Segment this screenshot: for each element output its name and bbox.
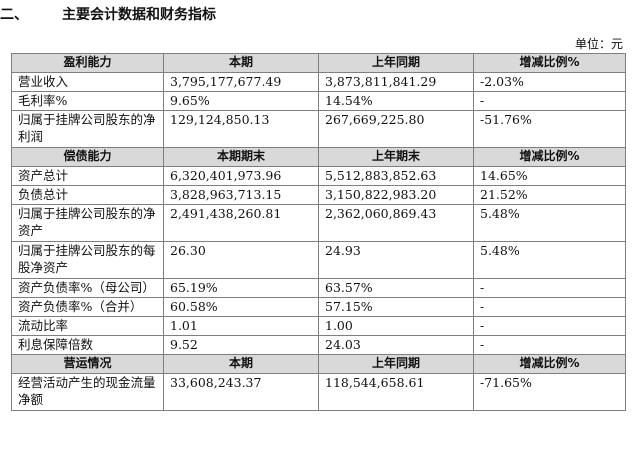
cell-metric: 负债总计 (11, 185, 164, 205)
cell-current: 65.19% (163, 278, 319, 298)
cell-previous: 1.00 (318, 316, 474, 336)
cell-metric: 流动比率 (11, 316, 164, 336)
column-header-previous: 上年期末 (318, 147, 474, 167)
cell-previous: 267,669,225.80 (318, 110, 474, 148)
cell-current: 60.58% (163, 297, 319, 317)
column-header-previous: 上年同期 (318, 354, 474, 374)
cell-previous: 3,150,822,983.20 (318, 185, 474, 205)
cell-previous: 3,873,811,841.29 (318, 72, 474, 92)
table-row: 毛利率% 9.65% 14.54% - (11, 91, 626, 111)
financial-indicators-table: 盈利能力 本期 上年同期 增减比例% 营业收入 3,795,177,677.49 3,873… (11, 53, 626, 411)
cell-previous: 2,362,060,869.43 (318, 204, 474, 242)
table-row: 营业收入 3,795,177,677.49 3,873,811,841.29 -2.0… (11, 72, 626, 92)
cell-current: 3,828,963,713.15 (163, 185, 319, 205)
cell-change: -51.76% (473, 110, 626, 148)
column-header-change: 增减比例% (473, 53, 626, 73)
cell-metric: 利息保障倍数 (11, 335, 164, 355)
cell-metric: 归属于挂牌公司股东的净利润 (11, 110, 164, 148)
table-row: 资产总计 6,320,401,973.96 5,512,883,852.63 14.6… (11, 166, 626, 186)
cell-change: 14.65% (473, 166, 626, 186)
column-header-current: 本期期末 (163, 147, 319, 167)
cell-current: 3,795,177,677.49 (163, 72, 319, 92)
table-row: 流动比率 1.01 1.00- (11, 316, 626, 336)
cell-current: 129,124,850.13 (163, 110, 319, 148)
table-row: 归属于挂牌公司股东的净资产 2,491,438,260.81 2,362,060,8… (11, 204, 626, 242)
cell-previous: 24.93 (318, 241, 474, 279)
cell-current: 33,608,243.37 (163, 373, 319, 411)
table-row: 经营活动产生的现金流量净额 33,608,243.37 118,544,658.61… (11, 373, 626, 411)
table-row: 归属于挂牌公司股东的净利润 129,124,850.13 267,669,225.8… (11, 110, 626, 148)
cell-change: -2.03% (473, 72, 626, 92)
column-header-previous: 上年同期 (318, 53, 474, 73)
group-header-row: 盈利能力 本期 上年同期 增减比例% (11, 53, 626, 73)
cell-metric: 资产负债率%（合并） (11, 297, 164, 317)
cell-change: - (473, 335, 626, 355)
cell-metric: 营业收入 (11, 72, 164, 92)
cell-change: - (473, 278, 626, 298)
cell-change: -71.65% (473, 373, 626, 411)
cell-previous: 14.54% (318, 91, 474, 111)
group-header-row: 偿债能力 本期期末 上年期末 增减比例% (11, 147, 626, 167)
cell-metric: 毛利率% (11, 91, 164, 111)
cell-change: - (473, 316, 626, 336)
column-header-current: 本期 (163, 53, 319, 73)
cell-current: 1.01 (163, 316, 319, 336)
section-number: 二、 (0, 7, 28, 23)
cell-previous: 57.15% (318, 297, 474, 317)
table-row: 负债总计 3,828,963,713.15 3,150,822,983.20 21.5… (11, 185, 626, 205)
unit-label: 单位：元 (574, 37, 623, 51)
table-row: 资产负债率%（母公司） 65.19% 63.57% - (11, 278, 626, 298)
cell-previous: 5,512,883,852.63 (318, 166, 474, 186)
column-header-current: 本期 (163, 354, 319, 374)
section-heading: 二、 主要会计数据和财务指标 (0, 4, 216, 24)
cell-previous: 63.57% (318, 278, 474, 298)
section-title: 主要会计数据和财务指标 (62, 7, 216, 23)
cell-change: - (473, 91, 626, 111)
table-row: 资产负债率%（合并） 60.58% 57.15% - (11, 297, 626, 317)
column-header-metric: 偿债能力 (11, 147, 164, 167)
cell-current: 2,491,438,260.81 (163, 204, 319, 242)
cell-metric: 归属于挂牌公司股东的每股净资产 (11, 241, 164, 279)
cell-metric: 经营活动产生的现金流量净额 (11, 373, 164, 411)
cell-change: 5.48% (473, 204, 626, 242)
column-header-metric: 盈利能力 (11, 53, 164, 73)
table-row: 归属于挂牌公司股东的每股净资产 26.30 24.93 5.48% (11, 241, 626, 279)
cell-change: 5.48% (473, 241, 626, 279)
cell-metric: 归属于挂牌公司股东的净资产 (11, 204, 164, 242)
cell-current: 9.65% (163, 91, 319, 111)
cell-current: 26.30 (163, 241, 319, 279)
column-header-metric: 营运情况 (11, 354, 164, 374)
cell-change: - (473, 297, 626, 317)
column-header-change: 增减比例% (473, 354, 626, 374)
column-header-change: 增减比例% (473, 147, 626, 167)
cell-current: 9.52 (163, 335, 319, 355)
cell-change: 21.52% (473, 185, 626, 205)
cell-metric: 资产总计 (11, 166, 164, 186)
cell-previous: 24.03 (318, 335, 474, 355)
cell-previous: 118,544,658.61 (318, 373, 474, 411)
cell-current: 6,320,401,973.96 (163, 166, 319, 186)
table-row: 利息保障倍数 9.52 24.03- (11, 335, 626, 355)
group-header-row: 营运情况 本期 上年同期 增减比例% (11, 354, 626, 374)
cell-metric: 资产负债率%（母公司） (11, 278, 164, 298)
